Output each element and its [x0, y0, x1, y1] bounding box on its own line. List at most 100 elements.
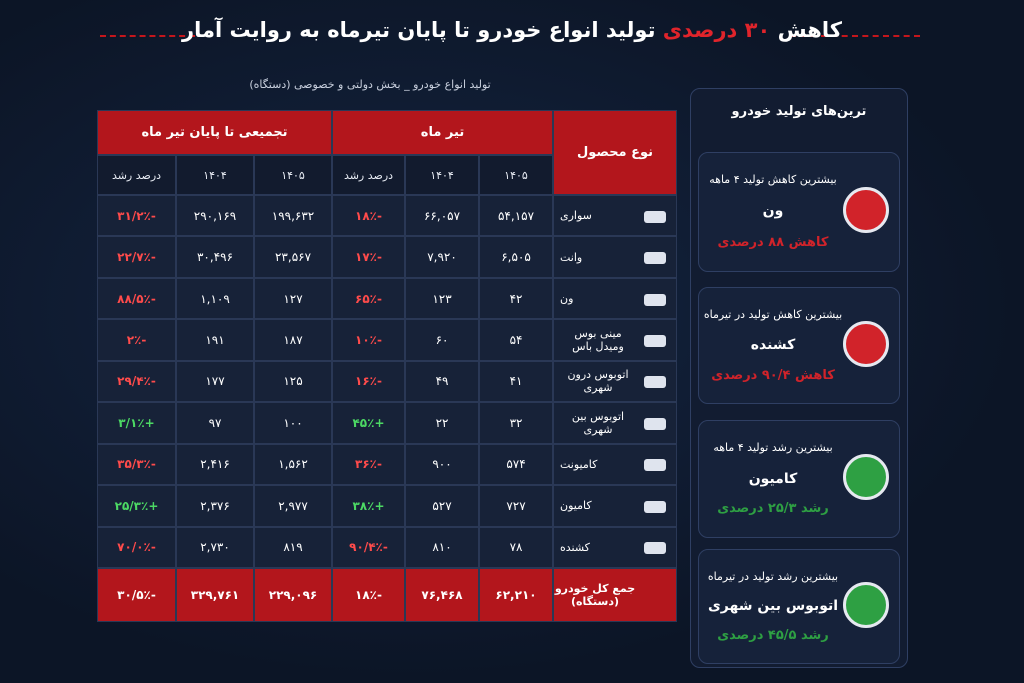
product-name: اتوبوس درون شهری [553, 360, 677, 403]
card-item: ون [762, 203, 784, 220]
table-cell: ۴۹ [405, 360, 479, 403]
product-name: کامیون [553, 485, 677, 527]
side-card: بیشترین رشد تولید در تیرماه اتوبوس بین شه… [698, 549, 900, 664]
product-name: اتوبوس بین شهری [553, 402, 677, 444]
vehicle-icon [644, 335, 666, 348]
product-name: کامیونت [553, 443, 677, 486]
product-name: کشنده [553, 526, 677, 568]
table-cell: -۲٪ [97, 319, 176, 361]
side-title: ترین‌های تولید خودرو [731, 104, 867, 119]
table-cell: ۸۱۰ [405, 526, 479, 568]
table-cell: -۳۵/۳٪ [97, 443, 176, 486]
side-card: بیشترین کاهش تولید ۴ ماهه ون کاهش ۸۸ درصدی [698, 152, 900, 272]
table-cell: -۶۵٪ [332, 277, 405, 320]
product-header: نوع محصول [553, 110, 677, 195]
card-heading: بیشترین رشد تولید در تیرماه [707, 569, 839, 583]
card-heading: بیشترین کاهش تولید ۴ ماهه [709, 173, 837, 187]
table-cell: ۶,۵۰۵ [479, 236, 553, 278]
card-item: کامیون [748, 470, 798, 487]
table-cell: +۴۵٪ [332, 402, 405, 444]
title-dash [790, 35, 920, 37]
table-cell: -۱۸٪ [332, 195, 405, 237]
table-cell: ۳۲ [479, 402, 553, 444]
vehicle-icon [644, 500, 666, 513]
table-cell: ۳۰,۴۹۶ [176, 236, 254, 278]
title: کاهش ۳۰ درصدی تولید انواع خودرو تا پایان… [0, 18, 1024, 42]
card-heading: بیشترین رشد تولید ۴ ماهه [713, 441, 833, 455]
table-cell: ۲,۷۳۰ [176, 526, 254, 568]
table-cell: ۱۰۰ [254, 402, 332, 444]
table-cell: ۹۰۰ [405, 443, 479, 486]
card-heading: بیشترین کاهش تولید در تیرماه [703, 307, 843, 321]
vehicle-icon [644, 417, 666, 430]
vehicle-icon [644, 542, 666, 555]
table-cell: -۳۶٪ [332, 443, 405, 486]
table-cell: ۲,۴۱۶ [176, 443, 254, 486]
title-part: کاهش [777, 18, 842, 42]
vehicle-icon [644, 252, 666, 265]
card-item: اتوبوس بین شهری [707, 598, 839, 615]
table-cell: ۲,۹۷۷ [254, 485, 332, 527]
total-cell: ۳۲۹,۷۶۱ [176, 568, 254, 622]
table-cell: ۱,۱۰۹ [176, 277, 254, 320]
title-dash [100, 35, 195, 37]
card-icon [843, 187, 889, 233]
table-cell: -۱۶٪ [332, 360, 405, 403]
total-cell: -۳۰/۵٪ [97, 568, 176, 622]
card-result: کاهش ۹۰/۴ درصدی [711, 367, 835, 383]
table-cell: ۶۶,۰۵۷ [405, 195, 479, 237]
sub-header: ۱۴۰۴ [176, 155, 254, 195]
title-part: تولید انواع خودرو تا پایان تیرماه به روا… [182, 18, 656, 42]
table-cell: ۷۸ [479, 526, 553, 568]
total-cell: -۱۸٪ [332, 568, 405, 622]
table-cell: ۲۹۰,۱۶۹ [176, 195, 254, 237]
table-cell: -۲۹/۴٪ [97, 360, 176, 403]
card-result: رشد ۴۵/۵ درصدی [717, 628, 829, 644]
table-cell: ۱۸۷ [254, 319, 332, 361]
table-cell: -۱۷٪ [332, 236, 405, 278]
sub-header: درصد رشد [97, 155, 176, 195]
table-cell: -۹۰/۴٪ [332, 526, 405, 568]
vehicle-icon [644, 459, 666, 472]
total-cell: ۲۲۹,۰۹۶ [254, 568, 332, 622]
product-name: مینی بوس ومیدل باس [553, 319, 677, 361]
total-cell: ۷۶,۴۶۸ [405, 568, 479, 622]
table-cell: +۲۵/۳٪ [97, 485, 176, 527]
table-cell: ۸۱۹ [254, 526, 332, 568]
vehicle-icon [644, 210, 666, 223]
sub-header: درصد رشد [332, 155, 405, 195]
table-cell: -۸۸/۵٪ [97, 277, 176, 320]
side-card: بیشترین کاهش تولید در تیرماه کشنده کاهش ۹۰… [698, 287, 900, 404]
total-cell: ۶۲,۲۱۰ [479, 568, 553, 622]
product-name: سواری [553, 195, 677, 237]
sub-header: ۱۴۰۴ [405, 155, 479, 195]
table-cell: +۳۸٪ [332, 485, 405, 527]
table-cell: ۱۹۹,۶۳۲ [254, 195, 332, 237]
title-highlight: ۳۰ درصدی [662, 18, 771, 42]
table-cell: ۱۲۵ [254, 360, 332, 403]
product-name: وانت [553, 236, 677, 278]
table-cell: ۱۷۷ [176, 360, 254, 403]
card-icon [843, 320, 889, 367]
table-cell: ۵۴ [479, 319, 553, 361]
table-cell: ۵۲۷ [405, 485, 479, 527]
vehicle-icon [644, 376, 666, 389]
table-cell: -۱۰٪ [332, 319, 405, 361]
table-cell: ۲,۳۷۶ [176, 485, 254, 527]
table-cell: ۴۲ [479, 277, 553, 320]
table-cell: -۷۰/۰٪ [97, 526, 176, 568]
card-icon [843, 454, 889, 500]
table-cell: ۹۷ [176, 402, 254, 444]
table-cell: -۳۱/۲٪ [97, 195, 176, 237]
table-cell: ۲۳,۵۶۷ [254, 236, 332, 278]
table-cell: ۷,۹۲۰ [405, 236, 479, 278]
total-label: جمع کل خودرو (دستگاه) [553, 568, 677, 622]
sub-header: ۱۴۰۵ [254, 155, 332, 195]
table-cell: ۱,۵۶۲ [254, 443, 332, 486]
table-cell: ۱۲۳ [405, 277, 479, 320]
product-name: ون [553, 277, 677, 320]
card-result: کاهش ۸۸ درصدی [717, 234, 829, 250]
table-cell: ۱۲۷ [254, 277, 332, 320]
card-icon [843, 581, 889, 628]
